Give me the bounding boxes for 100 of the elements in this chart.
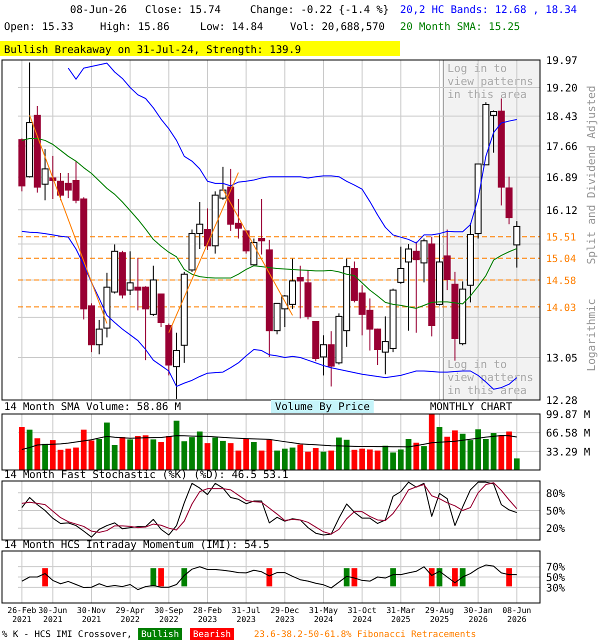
candlestick: [513, 220, 520, 268]
text: Bearish: [193, 630, 231, 640]
bar: [490, 433, 496, 470]
candlestick: [204, 208, 211, 250]
band-label: Log in to view patterns in this area: [447, 62, 534, 101]
text: Bullish: [141, 630, 180, 640]
bar: [228, 443, 234, 470]
candlestick: [397, 246, 404, 284]
y-tick-label: 16.89: [546, 172, 578, 184]
y-tick-label: 17.66: [546, 140, 578, 153]
candlestick: [328, 330, 335, 387]
bar: [104, 422, 110, 470]
x-tick-label: 31-Mar 2025: [386, 606, 416, 624]
ref-line-label: 14.58: [546, 276, 576, 287]
x-tick-label: 30-Jan 2026: [464, 606, 493, 624]
bar: [181, 441, 188, 470]
bar: [158, 442, 164, 470]
bar: [142, 435, 148, 470]
bar: [127, 439, 133, 470]
bar: [34, 438, 40, 470]
bar: [50, 440, 56, 470]
bar: [135, 436, 141, 470]
bar: [196, 432, 203, 470]
y-tick-label: 18.43: [546, 111, 578, 124]
text: High: 15.86: [100, 21, 170, 33]
bar: [413, 442, 420, 470]
bar: [406, 438, 412, 470]
bar: [297, 444, 304, 470]
bar: [352, 450, 358, 470]
bar: [251, 442, 257, 470]
bar: [506, 432, 512, 470]
x-tick-label: 29-Apr 2022: [116, 606, 145, 624]
x-tick-label: 30-Nov 2021: [77, 606, 106, 624]
candlestick: [296, 265, 304, 319]
x-tick-label: 31-Jul 2023: [232, 606, 261, 624]
bar: [336, 438, 342, 470]
candlestick: [126, 250, 134, 296]
bar: [189, 437, 195, 470]
line-series: [21, 435, 518, 450]
line-series: [21, 564, 518, 590]
ref-line-label: 14.03: [546, 302, 576, 314]
chart-title: 14 Month SMA Volume: 58.86 M: [4, 401, 182, 413]
x-tick-label: 30-Jun 2021: [38, 606, 68, 624]
x-tick-label: 26-Feb 2021: [7, 606, 36, 624]
bar: [243, 438, 249, 470]
y-tick-label: 30%: [546, 582, 566, 594]
bar: [204, 443, 210, 470]
bar: [328, 450, 334, 470]
bar: [367, 449, 373, 470]
y-tick-label: 50%: [546, 506, 566, 518]
text: 23.6-38.2-50-61.8% Fibonacci Retracements: [254, 630, 476, 640]
bar: [374, 450, 380, 470]
y-tick-label: 50%: [546, 572, 566, 584]
text: Vol: 20,688,570: [290, 21, 385, 33]
bar: [290, 448, 296, 470]
candlestick: [420, 238, 428, 283]
x-tick-label: 29-Aug 2025: [425, 606, 454, 624]
chart-title: Bullish Breakaway on 31-Jul-24, Strength: 139.9: [4, 44, 302, 56]
bar: [359, 448, 365, 470]
x-tick-label: 31-May 2024: [309, 606, 338, 624]
bar: [19, 427, 25, 470]
bar: [80, 430, 87, 470]
text: MONTHLY CHART: [430, 401, 513, 413]
text: Change: -0.22 {-1.4 %}: [250, 4, 390, 16]
bar: [382, 446, 388, 470]
bar: [468, 440, 474, 470]
candlestick: [405, 243, 412, 332]
candlestick: [258, 198, 266, 256]
text: 08-Jun-26: [70, 4, 127, 16]
bar: [166, 436, 172, 470]
x-tick-label: 28-Feb 2023: [193, 606, 222, 624]
x-tick-label: 08-Jun 2026: [502, 606, 532, 624]
bar: [120, 437, 126, 470]
bar: [475, 429, 481, 470]
x-tick-label: 31-Oct 2024: [348, 606, 377, 624]
bar: [150, 439, 156, 470]
text: Close: 15.74: [145, 4, 221, 16]
bar: [258, 450, 264, 470]
bar: [65, 448, 72, 470]
y-tick-label: 33.29 M: [546, 446, 590, 458]
x-tick-label: 29-Dec 2023: [270, 606, 300, 624]
bar: [42, 444, 48, 470]
bar: [274, 450, 280, 470]
bar: [305, 452, 311, 470]
y-tick-label: 80%: [546, 488, 566, 500]
bar: [212, 438, 218, 470]
bar: [390, 452, 396, 470]
bar: [498, 435, 504, 470]
bar: [514, 458, 520, 470]
bar: [58, 450, 64, 470]
text: Open: 15.33: [4, 21, 74, 33]
y-tick-label: 66.58 M: [546, 428, 590, 440]
bar: [174, 420, 180, 470]
bar: [421, 446, 427, 470]
y-tick-label: 70%: [546, 562, 566, 574]
text: 20,2 HC Bands: 12.68 , 18.34: [400, 4, 578, 16]
text: 20 Month SMA: 15.25: [400, 21, 520, 33]
line-series: [21, 138, 518, 309]
y-tick-label: 19.20: [546, 82, 578, 94]
bar: [312, 448, 319, 470]
